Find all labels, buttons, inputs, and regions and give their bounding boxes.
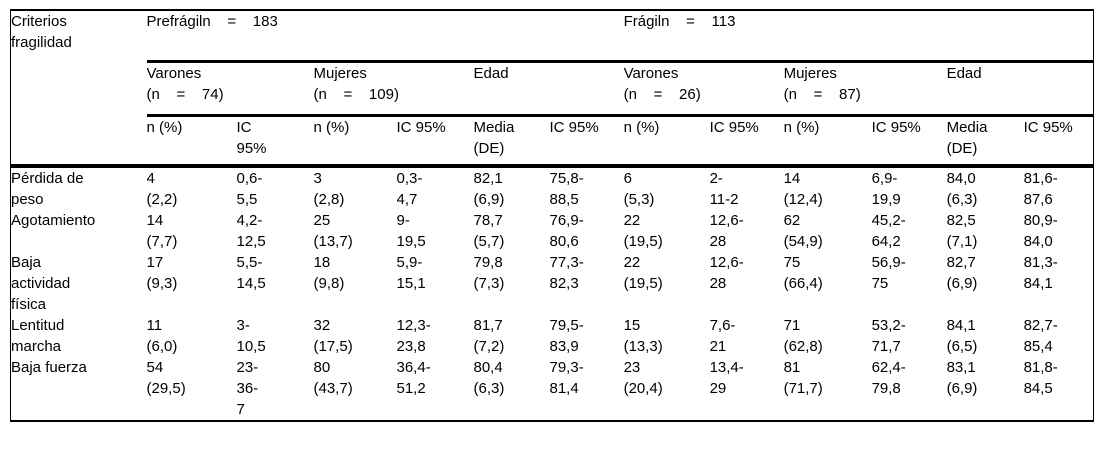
table-row-perdida-de-peso: Pérdida de peso 4 (2,2) 0,6- 5,5 3 (2,8)… xyxy=(11,166,1094,210)
column-header: IC 95% xyxy=(1023,115,1094,168)
table-cell: 23 (20,4) xyxy=(623,359,663,397)
table-cell: 9- 19,5 xyxy=(396,212,426,250)
table-cell: 81 (71,7) xyxy=(783,359,823,397)
table-cell: 78,7 (5,7) xyxy=(473,212,505,250)
table-cell: 53,2- 71,7 xyxy=(871,317,906,355)
table-cell: 80,9- 84,0 xyxy=(1023,212,1058,250)
table-cell: 7,6- 21 xyxy=(709,317,736,355)
table-cell: 6 (5,3) xyxy=(623,170,655,208)
group-header-fragil: Frágiln = 113 xyxy=(623,10,1094,63)
column-header: IC 95% xyxy=(236,115,314,168)
table-cell: 75,8- 88,5 xyxy=(549,170,584,208)
column-header: Media (DE) xyxy=(473,115,550,168)
table-cell: 45,2- 64,2 xyxy=(871,212,906,250)
column-header: IC 95% xyxy=(549,115,624,168)
table-cell: 15 (13,3) xyxy=(623,317,663,355)
table-cell: 32 (17,5) xyxy=(313,317,353,355)
table-cell: 4 (2,2) xyxy=(146,170,178,208)
table-cell: 62,4- 79,8 xyxy=(871,359,906,397)
table-cell: 82,5 (7,1) xyxy=(946,212,978,250)
column-header: Media (DE) xyxy=(946,115,1024,168)
table-cell: 81,6- 87,6 xyxy=(1023,170,1058,208)
subgroup-header-fragil-mujeres: Mujeres (n = 87) xyxy=(783,61,947,117)
table-row-agotamiento: Agotamiento 14 (7,7) 4,2- 12,5 25 (13,7)… xyxy=(11,210,1094,252)
table-cell: 54 (29,5) xyxy=(146,359,186,397)
table-cell: 71 (62,8) xyxy=(783,317,823,355)
table-row-lentitud-marcha: Lentitud marcha 11 (6,0) 3- 10,5 32 (17,… xyxy=(11,315,1094,357)
table-cell: 81,7 (7,2) xyxy=(473,317,505,355)
table-cell: 82,7- 85,4 xyxy=(1023,317,1058,355)
table-cell: 0,6- 5,5 xyxy=(236,170,263,208)
column-header: n (%) xyxy=(313,115,397,168)
table-cell: 12,6- 28 xyxy=(709,254,744,292)
table-row-baja-actividad-fisica: Baja actividad física 17 (9,3) 5,5- 14,5… xyxy=(11,252,1094,315)
table-cell: 81,8- 84,5 xyxy=(1023,359,1058,397)
table-cell: 83,1 (6,9) xyxy=(946,359,978,397)
table-cell: 82,1 (6,9) xyxy=(473,170,505,208)
row-label: Baja fuerza xyxy=(11,359,87,376)
table-cell: 75 (66,4) xyxy=(783,254,823,292)
row-label: Pérdida de peso xyxy=(11,170,84,208)
table-cell: 22 (19,5) xyxy=(623,212,663,250)
table-cell: 79,3- 81,4 xyxy=(549,359,584,397)
column-header: IC 95% xyxy=(709,115,784,168)
table-cell: 13,4- 29 xyxy=(709,359,744,397)
table-cell: 36,4- 51,2 xyxy=(396,359,431,397)
table-cell: 12,3- 23,8 xyxy=(396,317,431,355)
table-cell: 14 (12,4) xyxy=(783,170,823,208)
table-cell: 3 (2,8) xyxy=(313,170,345,208)
table-cell: 12,6- 28 xyxy=(709,212,744,250)
table-cell: 23- 36- 7 xyxy=(236,359,259,418)
column-header: n (%) xyxy=(623,115,710,168)
table-cell: 81,3- 84,1 xyxy=(1023,254,1058,292)
header-row-subgroups: Varones (n = 74) Mujeres (n = 109) Edad … xyxy=(11,61,1094,117)
column-header: IC 95% xyxy=(871,115,947,168)
group-header-prefragil: Prefrágiln = 183 xyxy=(146,10,624,63)
column-header: n (%) xyxy=(146,115,237,168)
table-cell: 18 (9,8) xyxy=(313,254,345,292)
table-cell: 22 (19,5) xyxy=(623,254,663,292)
subgroup-header-prefragil-varones: Varones (n = 74) xyxy=(146,61,314,117)
table-cell: 6,9- 19,9 xyxy=(871,170,901,208)
table-cell: 82,7 (6,9) xyxy=(946,254,978,292)
table-cell: 14 (7,7) xyxy=(146,212,178,250)
table-cell: 56,9- 75 xyxy=(871,254,906,292)
row-label: Lentitud marcha xyxy=(11,317,65,355)
subgroup-header-prefragil-mujeres: Mujeres (n = 109) xyxy=(313,61,474,117)
header-row-columns: n (%) IC 95% n (%) IC 95% Media (DE) IC … xyxy=(11,115,1094,168)
table-cell: 84,0 (6,3) xyxy=(946,170,978,208)
table-cell: 79,8 (7,3) xyxy=(473,254,505,292)
table-cell: 2- 11-2 xyxy=(709,170,739,208)
table-cell: 80,4 (6,3) xyxy=(473,359,505,397)
row-label: Agotamiento xyxy=(11,212,96,229)
table-cell: 0,3- 4,7 xyxy=(396,170,423,208)
frailty-criteria-table: Criterios fragilidad Prefrágiln = 183 Fr… xyxy=(10,9,1095,422)
row-label: Baja actividad física xyxy=(11,254,71,313)
table-cell: 11 (6,0) xyxy=(146,317,178,355)
table-cell: 79,5- 83,9 xyxy=(549,317,584,355)
subgroup-header-prefragil-edad: Edad xyxy=(473,61,624,117)
table-cell: 17 (9,3) xyxy=(146,254,178,292)
column-header: n (%) xyxy=(783,115,872,168)
subgroup-header-fragil-edad: Edad xyxy=(946,61,1094,117)
table-cell: 77,3- 82,3 xyxy=(549,254,584,292)
table-cell: 25 (13,7) xyxy=(313,212,353,250)
subgroup-header-fragil-varones: Varones (n = 26) xyxy=(623,61,784,117)
table-cell: 84,1 (6,5) xyxy=(946,317,978,355)
column-header: IC 95% xyxy=(396,115,474,168)
table-cell: 4,2- 12,5 xyxy=(236,212,266,250)
table-row-baja-fuerza: Baja fuerza 54 (29,5) 23- 36- 7 80 (43,7… xyxy=(11,357,1094,421)
table-cell: 76,9- 80,6 xyxy=(549,212,584,250)
table-cell: 5,9- 15,1 xyxy=(396,254,426,292)
header-row-groups: Criterios fragilidad Prefrágiln = 183 Fr… xyxy=(10,10,1094,168)
table-cell: 5,5- 14,5 xyxy=(236,254,266,292)
table-cell: 3- 10,5 xyxy=(236,317,266,355)
table-cell: 62 (54,9) xyxy=(783,212,823,250)
table-cell: 80 (43,7) xyxy=(313,359,353,397)
corner-header-criterios-fragilidad: Criterios fragilidad xyxy=(10,10,147,168)
